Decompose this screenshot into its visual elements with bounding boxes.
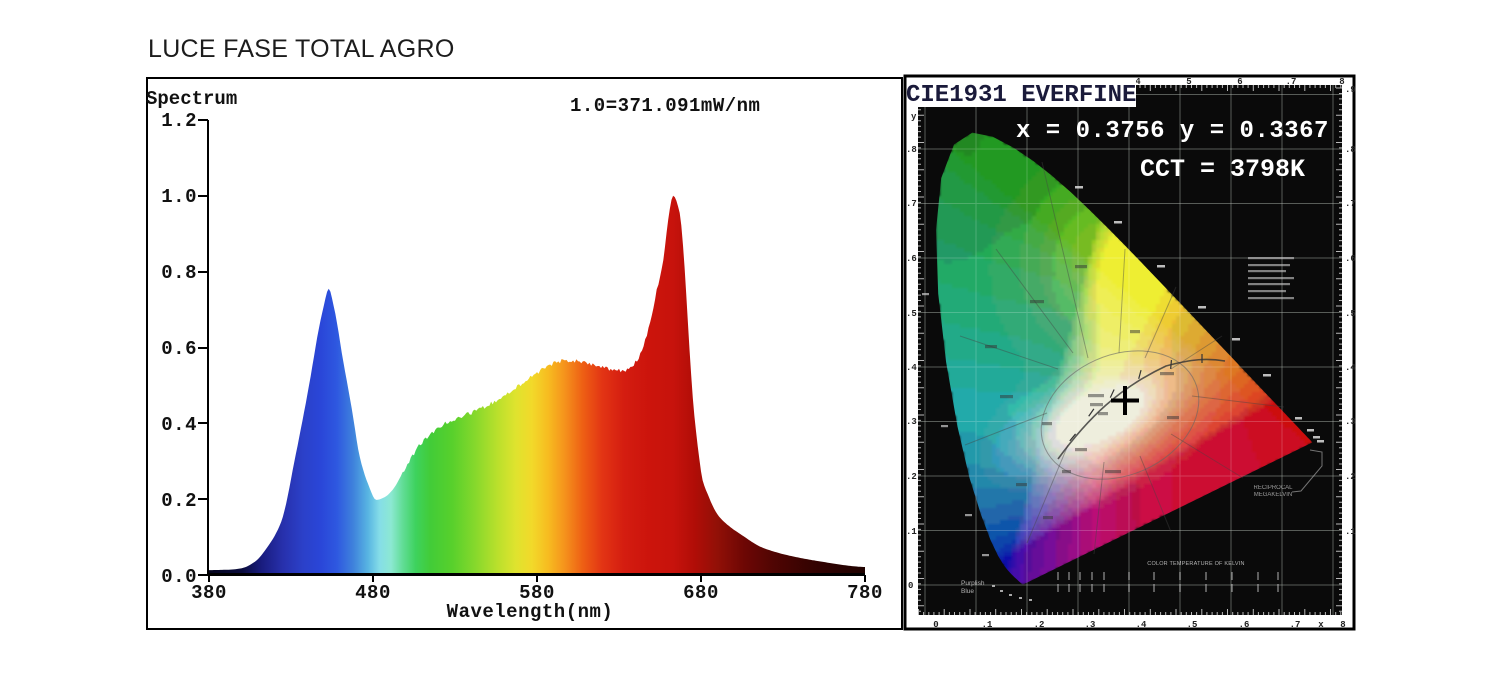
svg-text:6: 6 [1237,77,1242,87]
svg-text:x = 0.3756 y = 0.3367: x = 0.3756 y = 0.3367 [1016,118,1329,145]
svg-text:380: 380 [191,582,227,604]
svg-text:0: 0 [933,620,938,630]
svg-text:680: 680 [683,582,719,604]
svg-text:.1: .1 [1345,527,1356,537]
svg-text:.8: .8 [906,145,917,155]
svg-text:.4: .4 [1136,620,1147,630]
svg-text:.6: .6 [1239,620,1250,630]
svg-text:.7: .7 [1286,77,1297,87]
svg-text:.2: .2 [906,472,917,482]
svg-text:.4: .4 [906,363,917,373]
svg-text:8: 8 [1340,620,1345,630]
svg-text:.7: .7 [1345,199,1356,209]
svg-text:.3: .3 [1085,620,1096,630]
svg-text:Purplish: Purplish [961,580,985,587]
svg-text:.2: .2 [1345,472,1356,482]
svg-text:.5: .5 [1345,309,1356,319]
svg-text:4: 4 [1135,77,1141,87]
svg-text:8: 8 [1339,77,1344,87]
svg-text:y: y [911,112,917,122]
svg-text:.5: .5 [1187,620,1198,630]
svg-text:x: x [1318,620,1324,630]
svg-text:0.8: 0.8 [161,262,197,284]
svg-text:CIE1931 EVERFINE: CIE1931 EVERFINE [906,82,1136,109]
svg-text:1.0: 1.0 [161,186,197,208]
svg-text:MEGAKELVIN: MEGAKELVIN [1254,492,1293,498]
svg-text:.1: .1 [982,620,993,630]
svg-text:RECIPROCAL: RECIPROCAL [1253,485,1293,491]
svg-text:0.2: 0.2 [161,490,197,512]
svg-text:0.6: 0.6 [161,338,197,360]
svg-text:.2: .2 [1034,620,1045,630]
svg-text:COLOR TEMPERATURE OF KELVIN: COLOR TEMPERATURE OF KELVIN [1147,561,1244,567]
svg-text:.1: .1 [906,527,917,537]
svg-text:.7: .7 [906,199,917,209]
svg-text:Spectrum: Spectrum [146,88,237,110]
svg-text:.6: .6 [906,254,917,264]
svg-text:.5: .5 [906,309,917,319]
svg-text:0: 0 [908,581,913,591]
svg-text:LUCE FASE TOTAL AGRO: LUCE FASE TOTAL AGRO [148,35,455,63]
svg-text:.3: .3 [1345,417,1356,427]
svg-text:Wavelength(nm): Wavelength(nm) [447,601,614,623]
svg-text:780: 780 [847,582,883,604]
svg-text:.4: .4 [1345,363,1356,373]
svg-text:.7: .7 [1290,620,1301,630]
svg-text:.6: .6 [1345,254,1356,264]
svg-text:.3: .3 [906,417,917,427]
svg-text:0.0: 0.0 [161,566,197,588]
svg-text:5: 5 [1186,77,1191,87]
svg-text:.8: .8 [1345,145,1356,155]
svg-text:0.4: 0.4 [161,414,197,436]
svg-text:1.2: 1.2 [161,110,197,132]
svg-text:480: 480 [355,582,391,604]
svg-text:Blue: Blue [961,588,974,595]
svg-text:580: 580 [519,582,555,604]
svg-text:CCT = 3798K: CCT = 3798K [1140,155,1305,184]
svg-text:1.0=371.091mW/nm: 1.0=371.091mW/nm [570,95,760,117]
svg-text:.9: .9 [1345,85,1356,95]
